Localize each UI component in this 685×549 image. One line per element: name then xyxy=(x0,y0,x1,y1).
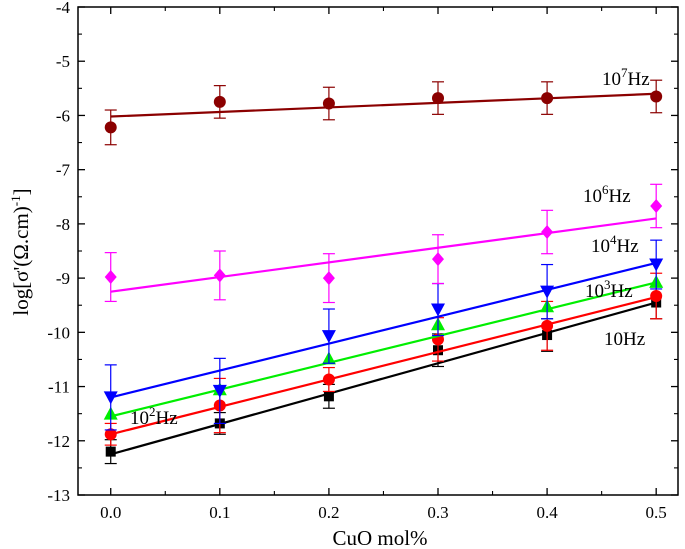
data-point xyxy=(321,330,336,344)
series-label-0: 10Hz xyxy=(604,329,645,350)
y-tick-label: -12 xyxy=(47,432,70,451)
series-1 xyxy=(104,272,663,446)
axes-layer: 0.0 0.1 0.2 0.3 0.4 0.5 -13 -12 -11 -10 -9 -8 -7 -6 -5… xyxy=(47,0,679,522)
x-tick-label: 0.2 xyxy=(318,503,339,522)
series-label-suffix: Hz xyxy=(609,186,631,207)
x-tick-label: 0.4 xyxy=(536,503,558,522)
series-label-base: 10 xyxy=(602,69,621,90)
data-point xyxy=(104,270,117,285)
series-2 xyxy=(103,274,664,420)
y-tick-label: -5 xyxy=(56,52,70,71)
series-layer xyxy=(103,79,664,465)
series-label-base: 10 xyxy=(591,236,610,257)
series-label-1: 102Hz xyxy=(130,404,178,429)
series-label-base: 10 xyxy=(585,281,604,302)
y-tick-label: -11 xyxy=(48,378,70,397)
series-label-exp: 2 xyxy=(149,404,156,419)
fit-line xyxy=(110,92,657,118)
series-label-suffix: Hz xyxy=(617,236,639,257)
y-tick-label: -4 xyxy=(56,0,71,17)
series-label-suffix: Hz xyxy=(156,408,178,429)
series-label-suffix: Hz xyxy=(628,69,650,90)
series-label-exp: 6 xyxy=(602,182,609,197)
y-tick-label: -8 xyxy=(56,215,70,234)
y-tick-label: -7 xyxy=(56,161,71,180)
data-point xyxy=(322,373,335,386)
data-point xyxy=(650,198,663,213)
y-axis-title: log[σ'(Ω.cm)-1] xyxy=(8,188,33,315)
data-point xyxy=(432,252,444,267)
data-point xyxy=(103,391,118,405)
series-0 xyxy=(104,285,663,465)
data-point xyxy=(650,290,663,303)
fit-line xyxy=(110,281,657,418)
y-tick-label: -10 xyxy=(47,323,70,342)
data-point xyxy=(322,97,335,110)
y-tick-label: -9 xyxy=(56,269,70,288)
data-point xyxy=(212,384,227,398)
fit-line xyxy=(110,261,657,399)
x-tick-label: 0.0 xyxy=(100,503,121,522)
data-point xyxy=(541,225,554,240)
series-label-2: 103Hz xyxy=(585,277,633,302)
x-axis-title: CuO mol% xyxy=(332,526,427,549)
data-point xyxy=(105,446,116,457)
series-label-4: 106Hz xyxy=(583,182,631,207)
data-point xyxy=(213,95,226,108)
data-point xyxy=(104,121,117,134)
data-point xyxy=(104,428,117,441)
series-4 xyxy=(104,183,663,304)
series-5 xyxy=(104,79,663,146)
data-point xyxy=(213,268,226,283)
data-point xyxy=(432,92,444,105)
data-point xyxy=(649,258,664,272)
data-point xyxy=(323,391,334,402)
fit-line xyxy=(110,301,657,456)
fit-line xyxy=(110,296,657,436)
y-tick-label: -6 xyxy=(56,106,70,125)
series-3 xyxy=(103,239,664,431)
y-axis-title-main: log[σ'(Ω.cm) xyxy=(9,206,33,315)
data-point xyxy=(540,285,555,299)
series-label-base: 10 xyxy=(130,408,149,429)
x-tick-label: 0.5 xyxy=(646,503,667,522)
x-tick-label: 0.1 xyxy=(209,503,230,522)
data-point xyxy=(431,303,445,317)
y-axis-title-close: ] xyxy=(9,188,33,195)
y-tick-label: -13 xyxy=(47,486,70,505)
fit-line xyxy=(110,217,657,293)
series-label-base: 10 xyxy=(583,186,602,207)
series-label-suffix: Hz xyxy=(611,281,633,302)
series-label-exp: 3 xyxy=(604,277,611,292)
data-point xyxy=(541,319,554,332)
series-label-3: 104Hz xyxy=(591,232,639,257)
y-axis-title-sup: -1 xyxy=(8,195,23,206)
data-point xyxy=(541,92,554,105)
series-label-exp: 4 xyxy=(610,232,617,247)
series-label-5: 107Hz xyxy=(602,65,650,90)
series-label-exp: 7 xyxy=(621,65,628,80)
data-point xyxy=(322,271,335,286)
x-tick-label: 0.3 xyxy=(427,503,448,522)
data-point xyxy=(650,90,663,103)
